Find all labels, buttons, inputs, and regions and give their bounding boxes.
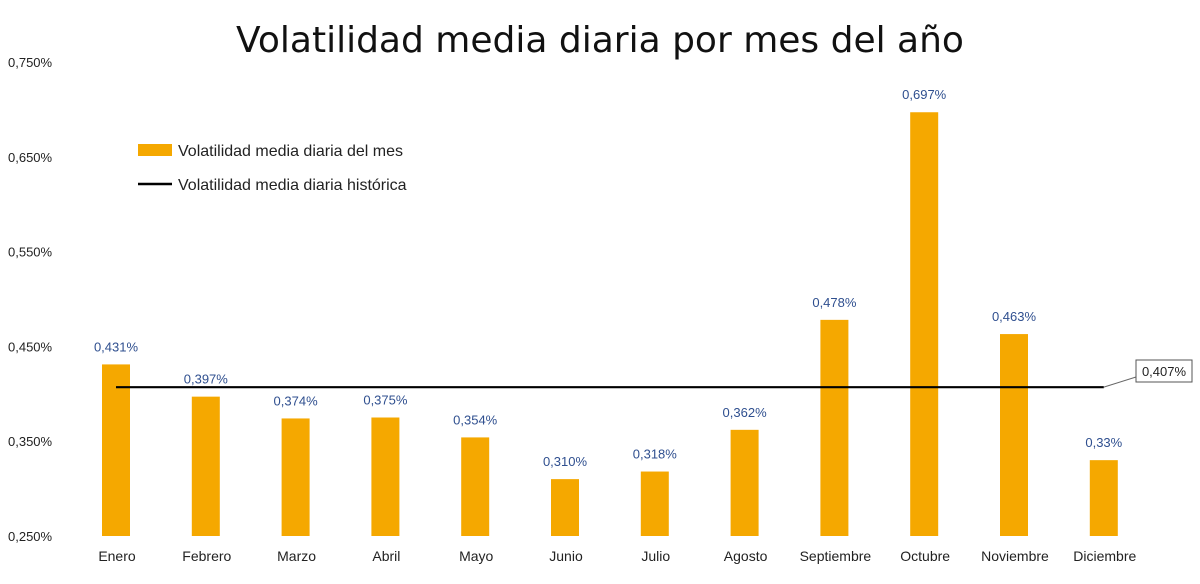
bar xyxy=(461,437,490,536)
x-tick-label: Noviembre xyxy=(981,548,1049,564)
x-tick-label: Abril xyxy=(372,548,400,564)
bar xyxy=(102,364,130,536)
y-tick-label: 0,450% xyxy=(8,339,53,354)
bar xyxy=(910,112,939,536)
bar xyxy=(730,429,759,536)
y-tick-label: 0,750% xyxy=(8,55,53,70)
callout-leader xyxy=(1103,376,1137,388)
legend-label-line: Volatilidad media diaria histórica xyxy=(178,177,407,194)
x-tick-label: Junio xyxy=(549,548,583,564)
y-tick-label: 0,650% xyxy=(8,150,53,165)
x-tick-label: Febrero xyxy=(182,548,231,564)
bars: 0,431% 0,397% 0,374% 0,375% 0,354% 0,310% 0,31… xyxy=(94,87,1123,536)
y-tick-label: 0,350% xyxy=(8,434,53,449)
x-axis: Enero Febrero Marzo Abril Mayo Junio Julio Agos… xyxy=(98,548,1136,564)
x-tick-label: Octubre xyxy=(900,548,950,564)
x-tick-label: Mayo xyxy=(459,548,493,564)
data-label: 0,697% xyxy=(902,87,947,102)
x-tick-label: Julio xyxy=(641,548,670,564)
x-tick-label: Agosto xyxy=(724,548,768,564)
bar xyxy=(820,319,849,536)
data-label: 0,397% xyxy=(184,372,229,387)
x-tick-label: Marzo xyxy=(277,548,316,564)
legend: Volatilidad media diaria del mes Volatil… xyxy=(138,143,407,194)
data-label: 0,310% xyxy=(543,454,588,469)
data-label: 0,463% xyxy=(992,309,1037,324)
data-label: 0,362% xyxy=(723,405,768,420)
x-tick-label: Diciembre xyxy=(1073,548,1136,564)
bar xyxy=(281,418,310,536)
reference-line-group: 0,407% xyxy=(116,359,1193,389)
data-label: 0,318% xyxy=(633,447,678,462)
data-label: 0,374% xyxy=(274,393,319,408)
data-label: 0,375% xyxy=(363,393,408,408)
legend-label-bar: Volatilidad media diaria del mes xyxy=(178,143,403,160)
data-label: 0,478% xyxy=(812,295,857,310)
bar xyxy=(1000,334,1028,536)
bar xyxy=(1089,460,1118,536)
callout-box xyxy=(1135,359,1193,383)
data-label: 0,431% xyxy=(94,339,139,354)
x-tick-label: Septiembre xyxy=(800,548,872,564)
data-label: 0,33% xyxy=(1085,435,1122,450)
bar xyxy=(640,471,669,536)
bar xyxy=(191,396,220,536)
y-tick-label: 0,550% xyxy=(8,245,53,260)
bar xyxy=(371,417,400,536)
bar xyxy=(551,479,579,536)
data-label: 0,354% xyxy=(453,412,498,427)
chart-title: Volatilidad media diaria por mes del año xyxy=(236,20,964,61)
y-tick-label: 0,250% xyxy=(8,529,53,544)
y-axis: 0,250% 0,350% 0,450% 0,550% 0,650% 0,750% xyxy=(8,55,53,544)
legend-swatch-bar xyxy=(138,144,172,156)
reference-line-label: 0,407% xyxy=(1142,364,1187,379)
x-tick-label: Enero xyxy=(98,548,136,564)
